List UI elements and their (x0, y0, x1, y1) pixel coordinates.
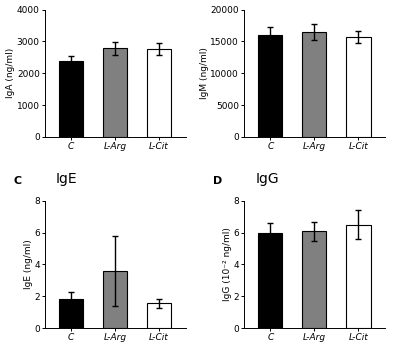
Y-axis label: IgE (ng/ml): IgE (ng/ml) (24, 240, 33, 289)
Bar (103, 271, 127, 328)
Bar (302, 32, 326, 137)
Text: IgE: IgE (56, 172, 78, 185)
Bar (346, 37, 370, 137)
Bar (346, 225, 370, 328)
Text: D: D (213, 176, 222, 185)
Bar (59, 61, 83, 137)
Bar (302, 231, 326, 328)
Bar (258, 233, 282, 328)
Y-axis label: IgA (ng/ml): IgA (ng/ml) (6, 48, 15, 98)
Bar (147, 49, 171, 137)
Bar (258, 35, 282, 137)
Bar (147, 303, 171, 328)
Y-axis label: IgG (10⁻² ng/ml): IgG (10⁻² ng/ml) (223, 227, 232, 302)
Text: C: C (14, 176, 22, 185)
Bar (103, 48, 127, 137)
Text: IgG: IgG (255, 172, 279, 185)
Bar (59, 299, 83, 328)
Y-axis label: IgM (ng/ml): IgM (ng/ml) (200, 47, 209, 99)
